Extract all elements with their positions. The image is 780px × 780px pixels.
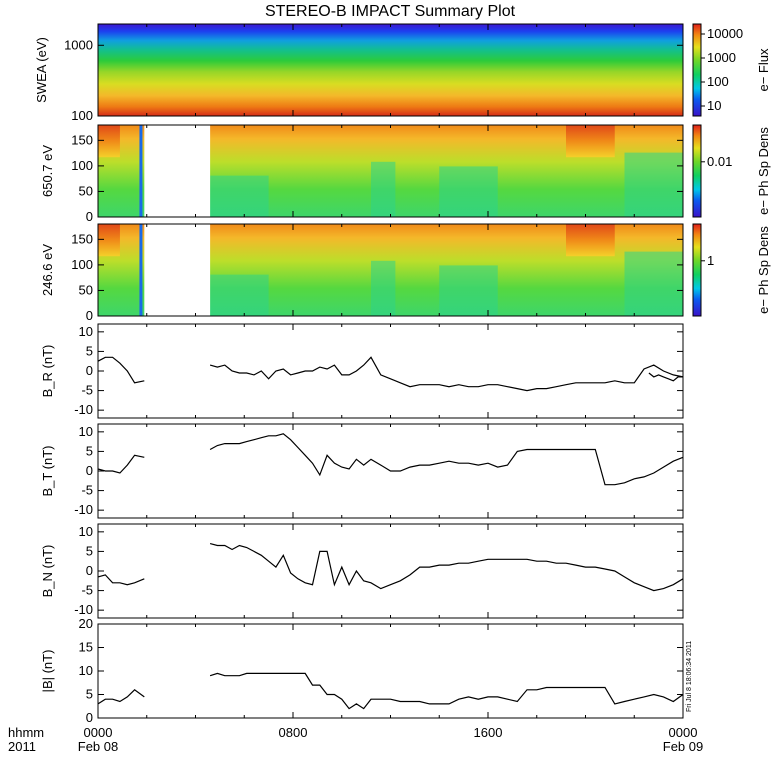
colorbar-ramp — [692, 23, 702, 117]
y-axis-label: B_T (nT) — [40, 445, 55, 496]
gap-edge-stripe — [139, 224, 143, 316]
y-tick-label: -5 — [81, 583, 93, 598]
y-tick-label: 20 — [79, 616, 93, 631]
y-tick-label: 50 — [79, 183, 93, 198]
colorbar-label: e− Flux — [756, 48, 771, 91]
panel-bt: 10 5 0 -5 -10 B_T (nT) — [40, 423, 684, 519]
colorbar-tick-label: 1 — [707, 253, 714, 268]
pad-low-region — [439, 166, 498, 217]
y-tick-label: 10 — [79, 424, 93, 439]
panel-frame — [97, 323, 684, 419]
colorbar-tick-label: 100 — [707, 74, 729, 89]
y-tick-label: 0 — [86, 308, 93, 323]
y-tick-label: 0 — [86, 710, 93, 725]
y-tick-label: 1000 — [64, 37, 93, 52]
hhmm-label: hhmm — [8, 725, 44, 740]
x-tick-0000-end: 0000 — [669, 725, 698, 740]
y-axis-label: SWEA (eV) — [34, 37, 49, 103]
panel-pad-246: 150 100 50 0 246.6 eV — [40, 223, 684, 323]
pad-hot-region — [98, 224, 120, 257]
y-tick-label: 5 — [86, 443, 93, 458]
colorbar-tick-label: 10 — [707, 98, 721, 113]
y-tick-label: 5 — [86, 343, 93, 358]
plot-title: STEREO-B IMPACT Summary Plot — [265, 3, 516, 20]
y-tick-label: -5 — [81, 483, 93, 498]
y-tick-label: -10 — [74, 602, 93, 617]
y-tick-label: 100 — [71, 257, 93, 272]
series-line-bn — [209, 543, 684, 592]
data-gap — [144, 125, 211, 217]
series-line-bn — [97, 574, 145, 586]
series-line-babs — [97, 689, 145, 705]
pad-hot-region — [98, 125, 120, 158]
series-line-br — [209, 356, 684, 392]
colorbar-1: 0.01 e− Ph Sp Dens — [692, 124, 771, 218]
colorbar-2: 1 e− Ph Sp Dens — [692, 223, 771, 317]
y-axis-label: |B| (nT) — [40, 650, 55, 693]
series-line-br — [648, 372, 683, 382]
series-line-bt — [209, 433, 684, 486]
pad-low-region — [371, 260, 396, 316]
y-tick-label: -5 — [81, 383, 93, 398]
x-tick-0000-start: 0000 — [84, 725, 113, 740]
y-axis-label: 650.7 eV — [40, 145, 55, 197]
pad-low-region — [439, 265, 498, 316]
data-gap — [144, 224, 211, 316]
y-tick-label: 15 — [79, 640, 93, 655]
pad-low-region — [210, 274, 269, 316]
pad-low-region — [371, 161, 396, 217]
y-tick-label: 0 — [86, 463, 93, 478]
pad-hot-region — [566, 224, 615, 257]
timestamp-label: Fri Jul 8 18:06:34 2011 — [686, 641, 693, 712]
y-tick-label: -10 — [74, 502, 93, 517]
y-tick-label: 150 — [71, 132, 93, 147]
y-tick-label: 0 — [86, 563, 93, 578]
colorbar-ramp — [692, 223, 702, 317]
colorbar-ramp — [692, 124, 702, 218]
gap-edge-stripe — [139, 125, 143, 217]
y-tick-label: 10 — [79, 324, 93, 339]
colorbar-label: e− Ph Sp Dens — [756, 226, 771, 314]
x-date-end: Feb 09 — [663, 739, 703, 754]
y-tick-label: 150 — [71, 231, 93, 246]
colorbar-tick-label: 10000 — [707, 26, 743, 41]
series-line-babs — [209, 672, 684, 710]
y-tick-label: -10 — [74, 402, 93, 417]
panel-frame — [97, 623, 684, 719]
colorbar-tick-label: 1000 — [707, 50, 736, 65]
y-tick-label: 10 — [79, 524, 93, 539]
x-date-start: Feb 08 — [78, 739, 118, 754]
y-tick-label: 5 — [86, 543, 93, 558]
y-axis-label: B_N (nT) — [40, 545, 55, 598]
panel-pad-650: 150 100 50 0 650.7 eV — [40, 124, 684, 224]
colorbar-0: 10000 1000 100 10 e− Flux — [692, 23, 771, 117]
panel-frame — [97, 523, 684, 619]
panel-swea: 1000 100 SWEA (eV) — [34, 23, 684, 123]
y-tick-label: 100 — [71, 108, 93, 123]
y-axis-label: 246.6 eV — [40, 244, 55, 296]
year-label: 2011 — [8, 739, 36, 754]
colorbar-label: e− Ph Sp Dens — [756, 127, 771, 215]
y-tick-label: 50 — [79, 282, 93, 297]
y-tick-label: 10 — [79, 663, 93, 678]
panel-br: 10 5 0 -5 -10 B_R (nT) — [40, 323, 684, 419]
panel-babs: 20 15 10 5 0 |B| (nT) — [40, 616, 684, 725]
pad-hot-region — [566, 125, 615, 158]
y-axis-label: B_R (nT) — [40, 345, 55, 398]
y-tick-label: 0 — [86, 209, 93, 224]
colorbar-tick-label: 0.01 — [707, 154, 732, 169]
x-tick-0800: 0800 — [279, 725, 308, 740]
pad-low-region — [624, 251, 683, 316]
panel-bn: 10 5 0 -5 -10 B_N (nT) — [40, 523, 684, 619]
x-tick-1600: 1600 — [474, 725, 503, 740]
pad-low-region — [210, 175, 269, 217]
y-tick-label: 100 — [71, 158, 93, 173]
swea-spectrogram — [98, 24, 683, 116]
series-line-br — [97, 356, 145, 384]
y-tick-label: 0 — [86, 363, 93, 378]
y-tick-label: 5 — [86, 687, 93, 702]
pad-low-region — [624, 152, 683, 217]
series-line-bt — [97, 454, 145, 474]
